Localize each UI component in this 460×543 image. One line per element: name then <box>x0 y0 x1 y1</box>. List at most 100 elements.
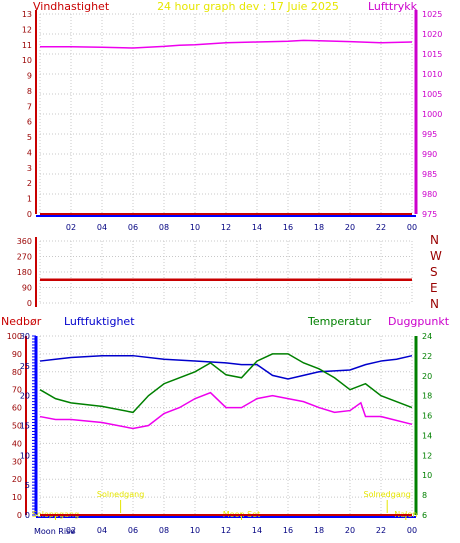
x-tick-label: 10 <box>190 223 200 232</box>
y-tick-label: 5 <box>25 481 30 490</box>
y-tick-label: 30 <box>20 332 30 341</box>
y-tick-label: 0 <box>27 299 32 308</box>
y-tick-label: 22 <box>422 352 432 361</box>
x-tick-label: 02 <box>66 223 76 232</box>
y-tick-label: 995 <box>422 130 437 139</box>
dewpoint-line <box>39 391 413 430</box>
y-tick-label: 270 <box>17 253 32 262</box>
x-tick-label: 06 <box>128 526 138 535</box>
y-tick-label: 12 <box>422 451 432 460</box>
x-tick-label: 00 <box>407 526 417 535</box>
y-tick-label: 180 <box>17 268 32 277</box>
y-tick-label: 50 <box>12 422 22 431</box>
chart-title: 24 hour graph dev : 17 Juie 2025 <box>157 0 339 13</box>
y-tick-label: 1 <box>27 195 32 204</box>
y-tick-label: 24 <box>422 332 432 341</box>
compass-label: N <box>430 233 439 247</box>
x-tick-label: 02 <box>66 526 76 535</box>
y-tick-label: 16 <box>422 412 432 421</box>
wind-speed-label: Vindhastighet <box>33 0 110 13</box>
y-tick-label: 9 <box>27 72 32 81</box>
y-tick-label: 14 <box>422 431 432 440</box>
y-tick-label: 6 <box>422 511 427 520</box>
y-tick-label: 40 <box>12 439 22 448</box>
sun-moon-annotation: Solnedgang <box>97 490 144 499</box>
y-tick-label: 10 <box>20 451 30 460</box>
y-tick-label: 12 <box>22 25 32 34</box>
temperature-line <box>39 353 413 414</box>
x-tick-label: 00 <box>407 223 417 232</box>
y-tick-label: 15 <box>20 422 30 431</box>
y-tick-label: 1015 <box>422 50 442 59</box>
humidity-temperature-panel: 0102030405060708090100051015202530681012… <box>7 332 432 535</box>
y-tick-label: 980 <box>422 190 437 199</box>
y-tick-label: 13 <box>22 10 32 19</box>
y-tick-label: 3 <box>27 164 32 173</box>
y-tick-label: 6 <box>27 118 32 127</box>
compass-label: E <box>430 281 438 295</box>
y-tick-label: 0 <box>27 210 32 219</box>
x-tick-label: 12 <box>221 526 231 535</box>
y-tick-label: 30 <box>12 457 22 466</box>
compass-label: N <box>430 297 439 311</box>
y-tick-label: 11 <box>22 41 32 50</box>
y-tick-label: 1020 <box>422 30 442 39</box>
y-tick-label: 4 <box>27 148 32 157</box>
x-tick-label: 10 <box>190 526 200 535</box>
y-tick-label: 360 <box>17 237 32 246</box>
temperature-legend: Temperatur <box>307 315 372 328</box>
precip-legend: Nedbør <box>1 315 42 328</box>
x-tick-label: 14 <box>252 223 262 232</box>
y-tick-label: 20 <box>422 372 432 381</box>
humidity-line <box>39 354 413 380</box>
x-tick-label: 20 <box>345 526 355 535</box>
x-tick-label: 06 <box>128 223 138 232</box>
x-tick-label: 18 <box>314 526 324 535</box>
y-tick-label: 80 <box>12 368 22 377</box>
y-tick-label: 100 <box>7 332 22 341</box>
y-tick-label: 975 <box>422 210 437 219</box>
y-tick-label: 5 <box>27 133 32 142</box>
sun-moon-annotation: Solnedgang <box>363 490 410 499</box>
pressure-line <box>40 39 413 49</box>
x-tick-label: 08 <box>159 526 169 535</box>
dewpoint-legend: Duggpunkt <box>388 315 450 328</box>
y-tick-label: 90 <box>12 350 22 359</box>
y-tick-label: 990 <box>422 150 437 159</box>
x-tick-label: 04 <box>97 223 107 232</box>
y-tick-label: 20 <box>20 392 30 401</box>
x-tick-label: 20 <box>345 223 355 232</box>
y-tick-label: 985 <box>422 170 437 179</box>
y-tick-label: 60 <box>12 404 22 413</box>
y-tick-label: 10 <box>12 493 22 502</box>
y-tick-label: 10 <box>422 471 432 480</box>
x-tick-label: 16 <box>283 223 293 232</box>
x-tick-label: 14 <box>252 526 262 535</box>
y-tick-label: 20 <box>12 475 22 484</box>
y-tick-label: 1005 <box>422 90 442 99</box>
moon-rise-label: Moon Rise <box>34 527 75 536</box>
y-tick-label: 70 <box>12 386 22 395</box>
x-tick-label: 08 <box>159 223 169 232</box>
y-tick-label: 2 <box>27 179 32 188</box>
y-tick-label: 10 <box>22 56 32 65</box>
x-tick-label: 18 <box>314 223 324 232</box>
y-tick-label: 1010 <box>422 70 442 79</box>
y-tick-label: 8 <box>422 491 427 500</box>
y-tick-label: 7 <box>27 102 32 111</box>
y-tick-label: 8 <box>27 87 32 96</box>
y-tick-label: 1000 <box>422 110 442 119</box>
x-tick-label: 22 <box>376 526 386 535</box>
x-tick-label: 12 <box>221 223 231 232</box>
y-tick-label: 0 <box>25 511 30 520</box>
humidity-legend: Luftfuktighet <box>64 315 135 328</box>
y-tick-label: 25 <box>20 362 30 371</box>
pressure-label: Lufttrykk <box>368 0 418 13</box>
wind-pressure-panel: 0123456789101112139759809859909951000100… <box>22 10 442 232</box>
compass-label: W <box>430 249 442 263</box>
x-tick-label: 04 <box>97 526 107 535</box>
y-tick-label: 0 <box>17 511 22 520</box>
y-tick-label: 90 <box>22 284 32 293</box>
